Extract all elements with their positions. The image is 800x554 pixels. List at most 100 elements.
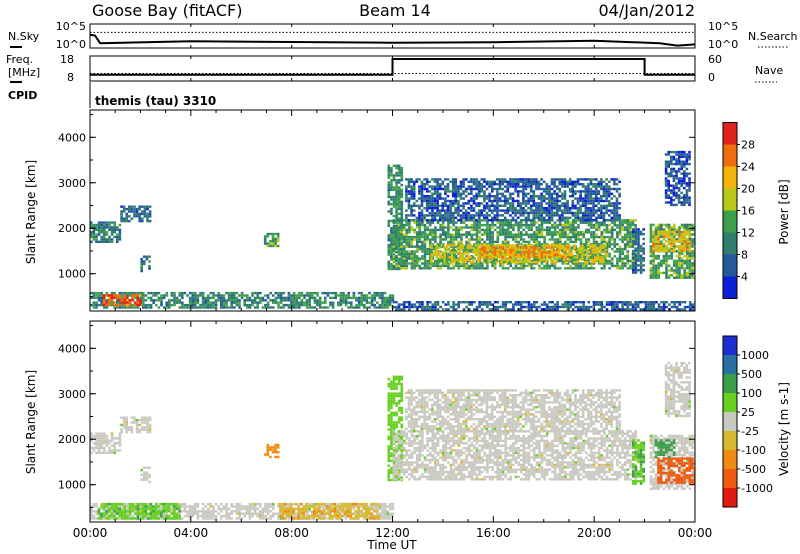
heatmap-cell	[683, 162, 686, 166]
heatmap-cell	[571, 267, 575, 270]
heatmap-cell	[472, 209, 476, 212]
heatmap-cell	[431, 204, 434, 207]
heatmap-cell	[418, 223, 422, 227]
heatmap-cell	[592, 267, 596, 270]
heatmap-cell	[402, 238, 406, 241]
heatmap-cell	[126, 299, 129, 302]
heatmap-cell	[363, 294, 366, 297]
heatmap-cell	[471, 251, 475, 254]
heatmap-cell	[576, 190, 580, 193]
heatmap-cell	[667, 242, 671, 245]
heatmap-cell	[397, 250, 401, 253]
heatmap-cell	[123, 306, 127, 309]
heatmap-cell	[449, 190, 452, 193]
heatmap-cell	[615, 199, 619, 203]
heatmap-cell	[540, 178, 543, 181]
heatmap-cell	[365, 301, 369, 304]
heatmap-cell	[514, 185, 517, 188]
heatmap-cell	[610, 211, 614, 215]
heatmap-cell	[439, 238, 442, 241]
heatmap-cell	[500, 261, 504, 264]
heatmap-cell	[543, 228, 546, 232]
nave-label: Nave	[755, 64, 783, 77]
heatmap-cell	[381, 303, 384, 307]
heatmap-cell	[480, 301, 484, 304]
heatmap-cell	[657, 249, 660, 253]
heatmap-cell	[525, 233, 528, 236]
heatmap-cell	[457, 301, 461, 304]
heatmap-cell	[516, 195, 520, 198]
heatmap-cell	[120, 205, 123, 208]
heatmap-cell	[444, 214, 447, 217]
heatmap-cell	[107, 301, 111, 304]
heatmap-cell	[514, 190, 517, 193]
heatmap-cell	[683, 235, 686, 238]
heatmap-cell	[563, 204, 567, 207]
heatmap-cell	[579, 264, 583, 268]
heatmap-cell	[664, 153, 668, 156]
heatmap-cell	[400, 193, 404, 196]
heatmap-cell	[595, 303, 598, 306]
heatmap-cell	[530, 238, 533, 241]
heatmap-cell	[423, 226, 427, 229]
heatmap-cell	[610, 235, 614, 239]
heatmap-cell	[626, 308, 630, 311]
heatmap-cell	[534, 244, 537, 247]
heatmap-cell	[600, 185, 603, 188]
heatmap-cell	[550, 211, 554, 215]
heatmap-cell	[634, 228, 638, 231]
heatmap-cell	[130, 210, 134, 213]
heatmap-cell	[100, 221, 103, 224]
heatmap-cell	[603, 221, 606, 224]
heatmap-cell	[511, 180, 515, 183]
heatmap-cell	[428, 199, 432, 203]
heatmap-cell	[458, 256, 462, 259]
heatmap-cell	[433, 211, 437, 215]
heatmap-cell	[118, 306, 122, 309]
heatmap-cell	[629, 223, 632, 227]
heatmap-cell	[517, 228, 520, 232]
heatmap-cell	[529, 204, 533, 207]
heatmap-cell	[410, 243, 414, 246]
heatmap-cell	[576, 183, 580, 186]
heatmap-cell	[444, 178, 447, 181]
heatmap-cell	[105, 301, 108, 304]
heatmap-cell	[122, 207, 126, 211]
heatmap-cell	[649, 259, 653, 263]
heatmap-cell	[680, 184, 683, 187]
heatmap-cell	[274, 232, 277, 236]
heatmap-cell	[395, 205, 398, 208]
heatmap-cell	[590, 231, 593, 234]
heatmap-cell	[521, 244, 524, 247]
heatmap-cell	[465, 267, 468, 270]
heatmap-cell	[540, 214, 543, 217]
heatmap-cell	[423, 264, 427, 268]
heatmap-cell	[553, 303, 557, 306]
heatmap-cell	[285, 296, 288, 300]
heatmap-cell	[344, 299, 348, 302]
heatmap-cell	[592, 255, 596, 258]
heatmap-cell	[600, 223, 604, 227]
heatmap-cell	[527, 248, 531, 252]
heatmap-cell	[523, 244, 527, 247]
heatmap-cell	[478, 228, 481, 232]
heatmap-cell	[542, 219, 546, 222]
heatmap-cell	[496, 204, 499, 207]
heatmap-cell	[538, 223, 541, 227]
heatmap-cell	[465, 262, 468, 265]
heatmap-cell	[498, 180, 502, 183]
heatmap-cell	[688, 235, 692, 238]
heatmap-cell	[457, 207, 460, 210]
heatmap-cell	[390, 239, 393, 242]
heatmap-cell	[475, 221, 479, 224]
heatmap-cell	[428, 214, 432, 217]
heatmap-cell	[664, 194, 668, 197]
heatmap-cell	[452, 235, 455, 239]
heatmap-cell	[105, 226, 109, 229]
heatmap-cell	[566, 221, 570, 224]
heatmap-cell	[534, 258, 537, 261]
heatmap-cell	[395, 188, 398, 191]
heatmap-cell	[561, 195, 564, 198]
heatmap-cell	[199, 291, 202, 295]
heatmap-cell	[577, 308, 580, 311]
